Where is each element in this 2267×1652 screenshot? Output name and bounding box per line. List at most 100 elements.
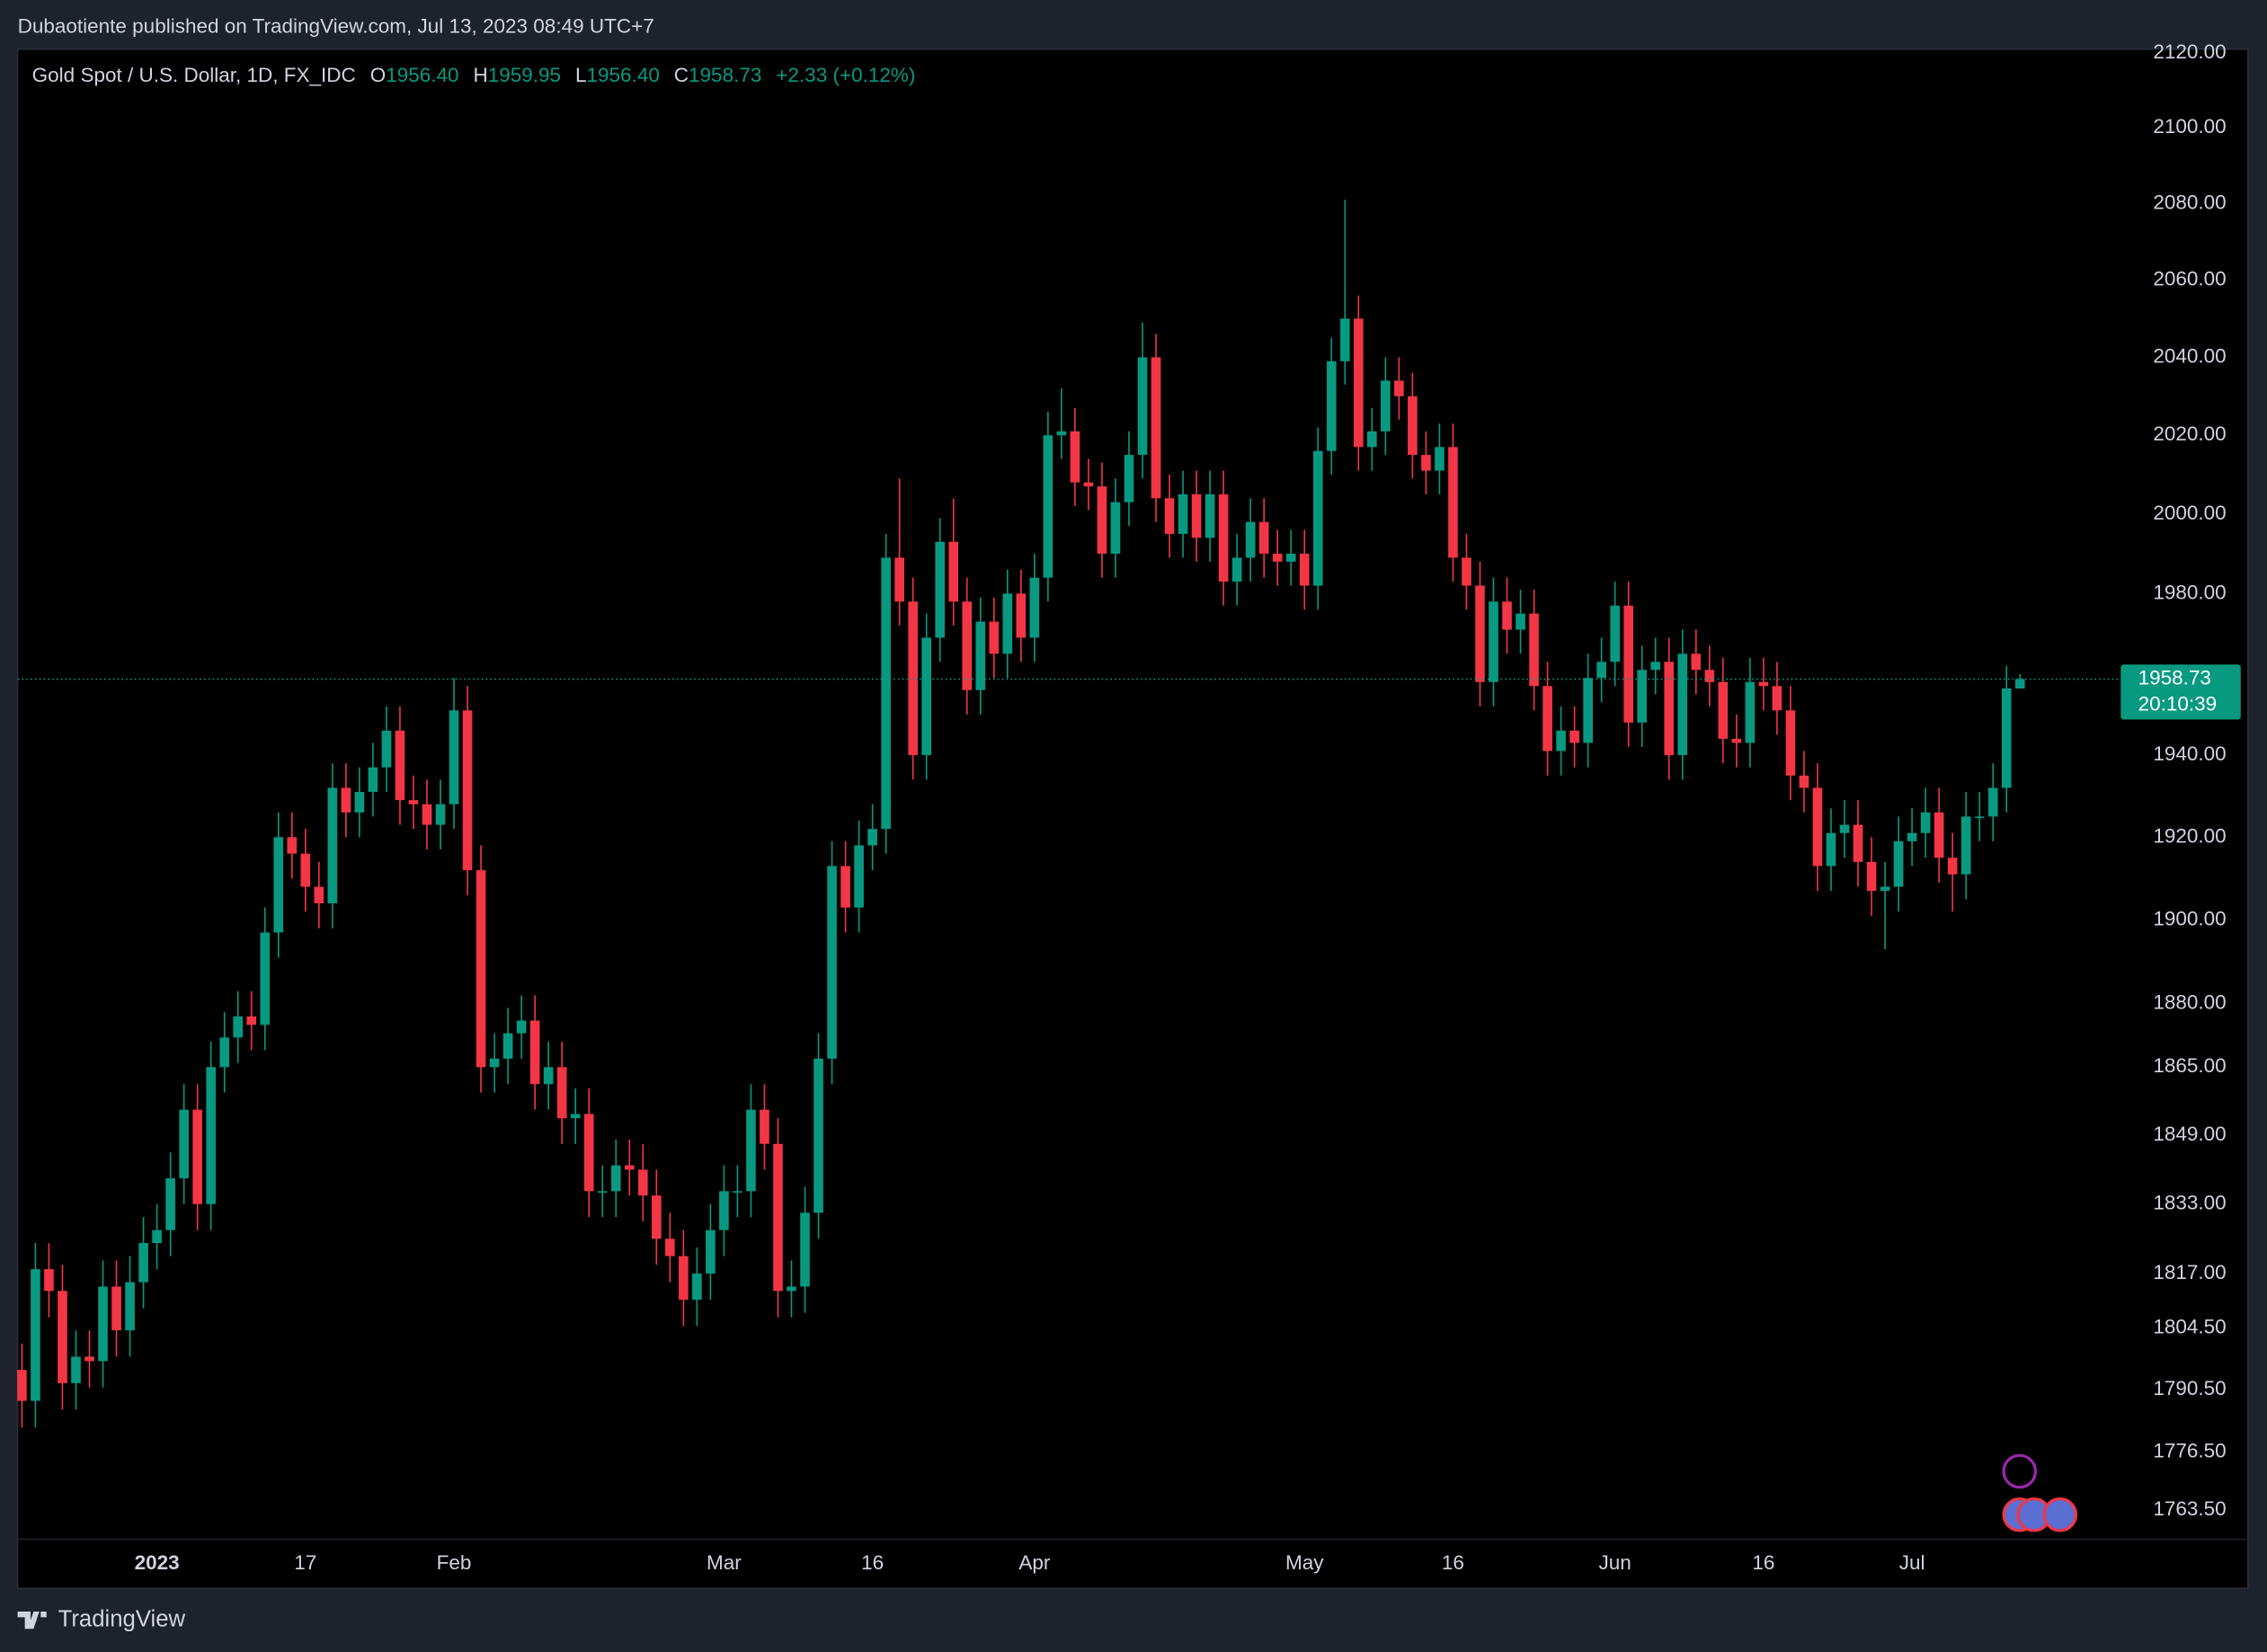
candle-body <box>206 1067 216 1204</box>
x-tick-label: Apr <box>1018 1551 1051 1574</box>
candle-body <box>1083 482 1094 487</box>
candle-body <box>1569 730 1579 743</box>
bar-countdown: 20:10:39 <box>2138 692 2218 715</box>
candle-body <box>543 1067 554 1085</box>
legend-value: 1959.95 <box>488 64 561 86</box>
candle-body <box>1785 710 1796 776</box>
y-tick-label: 2000.00 <box>2153 502 2226 524</box>
candle-body <box>894 557 904 602</box>
candle-body <box>152 1230 162 1244</box>
candle-body <box>233 1016 244 1038</box>
candle-body <box>1016 593 1027 638</box>
candle-body <box>935 541 946 638</box>
x-tick-label: Feb <box>437 1551 472 1574</box>
candle-body <box>840 866 850 908</box>
candle-body <box>1421 455 1431 471</box>
candle-body <box>1934 812 1944 858</box>
candle-body <box>138 1243 148 1283</box>
candle-body <box>1245 521 1256 558</box>
event-icon[interactable] <box>2042 1497 2078 1532</box>
candle-body <box>1097 486 1107 555</box>
candle-body <box>1231 557 1242 582</box>
candle-body <box>813 1058 823 1213</box>
y-tick-label: 1833.00 <box>2153 1192 2226 1214</box>
candle-body <box>867 829 877 846</box>
candle-body <box>476 870 486 1068</box>
candle-body <box>854 845 864 908</box>
candle-body <box>1272 554 1283 562</box>
legend-key: C <box>674 64 689 86</box>
candle-body <box>71 1356 81 1383</box>
candle-body <box>1205 493 1215 538</box>
candle-body <box>44 1269 54 1292</box>
candle-body <box>1258 521 1269 555</box>
y-tick-label: 1940.00 <box>2153 742 2226 765</box>
candle-body <box>1394 380 1404 396</box>
candle-body <box>1435 447 1445 471</box>
candle-body <box>583 1114 594 1192</box>
x-tick-label: 16 <box>861 1551 884 1574</box>
candle-body <box>1475 585 1485 682</box>
candle-body <box>1137 357 1148 456</box>
candle-body <box>98 1286 108 1362</box>
candle-body <box>1731 738 1742 743</box>
legend-change: +2.33 (+0.12%) <box>776 64 915 86</box>
candle-body <box>1462 557 1471 586</box>
candle-body <box>1556 730 1566 751</box>
y-tick-label: 1817.00 <box>2153 1261 2226 1283</box>
legend-value: 1956.40 <box>587 64 660 86</box>
candle-body <box>624 1165 635 1170</box>
candle-body <box>556 1067 567 1119</box>
candle-body <box>1043 435 1053 578</box>
x-tick-label: 2023 <box>135 1551 180 1574</box>
x-tick-label: 16 <box>1442 1551 1464 1574</box>
candle-body <box>787 1286 796 1292</box>
candle-body <box>58 1291 67 1383</box>
candle-body <box>341 787 351 813</box>
candle-body <box>800 1212 810 1287</box>
candle-body <box>1839 824 1850 833</box>
y-tick-label: 1880.00 <box>2153 991 2226 1014</box>
legend-key: H <box>473 64 487 86</box>
candle-body <box>1650 662 1661 671</box>
candle-body <box>733 1191 742 1193</box>
candle-body <box>760 1109 769 1144</box>
candle-body <box>449 710 459 804</box>
candle-body <box>179 1109 189 1178</box>
candle-body <box>1853 824 1863 862</box>
candle-body <box>2001 688 2012 788</box>
candle-body <box>246 1016 257 1026</box>
candle-body <box>1583 678 1593 743</box>
candle-body <box>1178 493 1188 534</box>
candle-body <box>1637 670 1648 723</box>
y-tick-label: 1804.50 <box>2153 1316 2226 1338</box>
candle-body <box>1056 431 1067 436</box>
event-icon[interactable] <box>2002 1453 2038 1489</box>
tradingview-logo[interactable]: TradingView <box>17 1606 186 1631</box>
y-tick-label: 2020.00 <box>2153 422 2226 445</box>
candle-body <box>1623 605 1633 723</box>
candle-body <box>1691 653 1702 671</box>
candle-body <box>1826 832 1836 866</box>
footer-brand: TradingView <box>58 1606 186 1631</box>
candle-body <box>287 837 298 854</box>
candle-body <box>435 804 446 825</box>
candle-body <box>746 1109 756 1192</box>
candle-body <box>489 1058 500 1068</box>
candle-body <box>1448 447 1458 558</box>
candle-body <box>975 621 986 690</box>
candle-body <box>1110 502 1121 555</box>
candle-body <box>314 886 324 904</box>
y-tick-label: 2080.00 <box>2153 191 2226 214</box>
candle-body <box>597 1191 608 1193</box>
candle-body <box>1974 816 1985 819</box>
candle-body <box>1596 662 1606 679</box>
candle-body <box>948 541 959 602</box>
candle-body <box>706 1230 716 1274</box>
candle-body <box>1880 886 1890 892</box>
candle-body <box>368 767 378 793</box>
x-tick-label: Mar <box>707 1551 742 1574</box>
candle-body <box>1070 431 1080 483</box>
candle-body <box>381 730 392 768</box>
candle-body <box>1029 577 1040 638</box>
